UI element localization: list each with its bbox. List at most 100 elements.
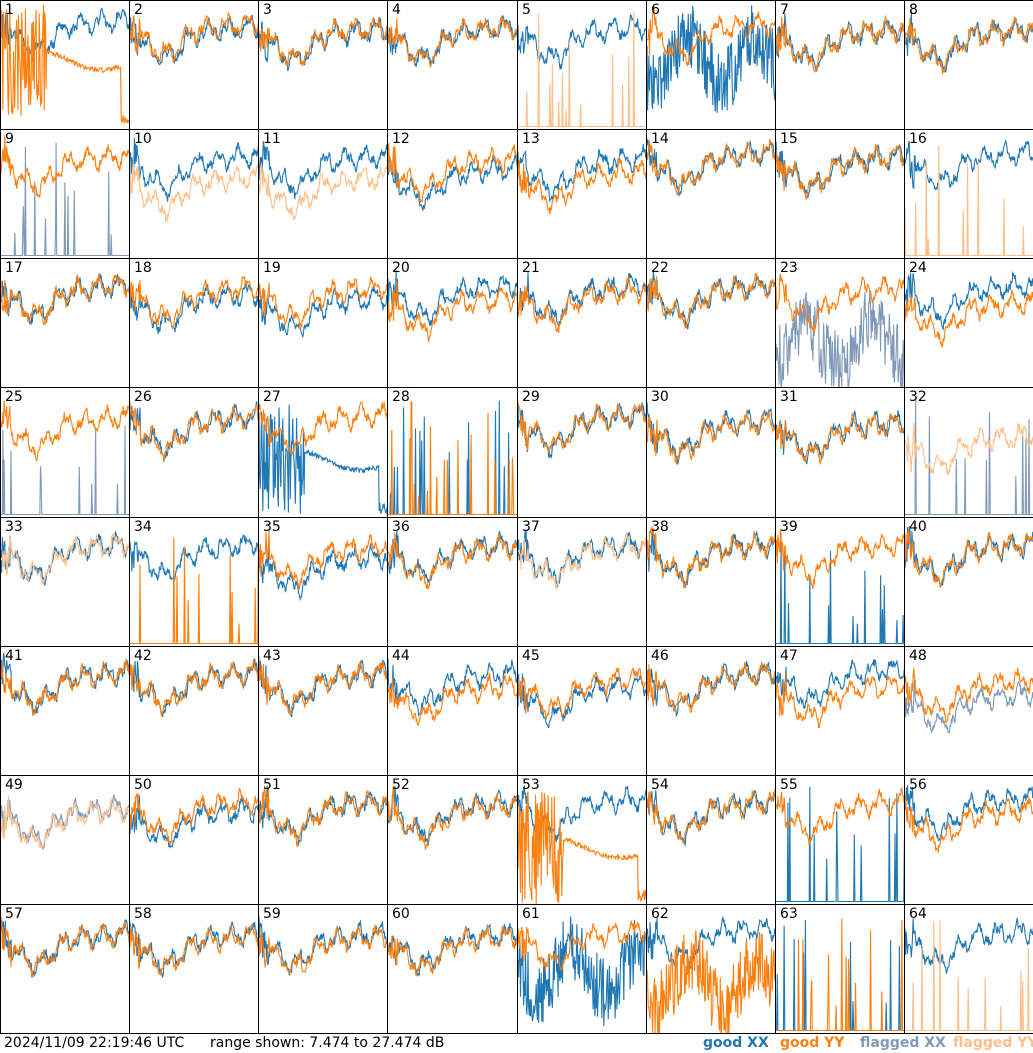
panel-8-plot <box>905 10 1033 75</box>
panel-48-plot <box>905 667 1033 734</box>
series-yy-33 <box>1 532 129 585</box>
series-xx-25 <box>1 425 129 516</box>
series-yy-50 <box>130 787 258 846</box>
series-yy-22 <box>647 272 775 330</box>
panel-27-plot <box>259 401 387 515</box>
panel-45: 45 <box>517 646 647 776</box>
panel-57-plot <box>1 917 129 979</box>
panel-label: 59 <box>263 906 281 922</box>
panel-60: 60 <box>387 904 518 1034</box>
panel-52: 52 <box>387 775 518 905</box>
panel-label: 52 <box>392 777 410 793</box>
series-yy-51 <box>259 785 387 847</box>
panel-3: 3 <box>258 0 388 130</box>
panel-label: 15 <box>780 131 798 147</box>
panel-label: 50 <box>134 777 152 793</box>
series-yy-57 <box>1 917 129 979</box>
series-xx-45 <box>518 673 646 728</box>
series-yy-6 <box>647 4 775 68</box>
legend-good-xx: good XX <box>703 1035 769 1051</box>
panel-32: 32 <box>904 387 1033 518</box>
panel-label: 40 <box>909 519 927 535</box>
series-yy-63 <box>776 918 904 1032</box>
panel-21-plot <box>518 272 646 334</box>
panel-9: 9 <box>0 129 130 259</box>
series-yy-36 <box>388 532 517 590</box>
series-xx-29 <box>518 402 646 460</box>
panel-50-plot <box>130 787 258 849</box>
panel-7-plot <box>776 13 904 73</box>
series-xx-54 <box>647 788 775 846</box>
series-yy-2 <box>130 11 258 64</box>
panel-label: 22 <box>651 260 669 276</box>
panel-2: 2 <box>129 0 259 130</box>
panel-13-plot <box>518 144 646 215</box>
panel-label: 62 <box>651 906 669 922</box>
panel-21: 21 <box>517 258 647 388</box>
panel-20-plot <box>388 270 517 343</box>
panel-17-plot <box>1 273 129 327</box>
panel-49-plot <box>1 794 129 851</box>
series-xx-39 <box>776 539 904 645</box>
panel-label: 24 <box>909 260 927 276</box>
panel-50: 50 <box>129 775 259 905</box>
panel-label: 4 <box>392 2 401 18</box>
series-yy-7 <box>776 14 904 73</box>
panel-label: 61 <box>522 906 540 922</box>
series-yy-49 <box>1 795 129 849</box>
panel-14-plot <box>647 138 775 197</box>
panel-label: 10 <box>134 131 152 147</box>
panel-35-plot <box>259 530 387 602</box>
panel-47: 47 <box>775 646 905 776</box>
series-xx-64 <box>905 917 1033 974</box>
series-yy-61 <box>518 920 646 971</box>
series-yy-59 <box>259 924 387 974</box>
panel-55-plot <box>776 786 904 903</box>
panel-label: 60 <box>392 906 410 922</box>
series-yy-17 <box>1 273 129 327</box>
panel-63-plot <box>776 918 904 1032</box>
panel-24-plot <box>905 270 1033 349</box>
panel-15: 15 <box>775 129 905 259</box>
series-yy-4 <box>388 15 517 68</box>
panel-label: 18 <box>134 260 152 276</box>
panel-22-plot <box>647 271 775 330</box>
timestamp: 2024/11/09 22:19:46 UTC <box>4 1035 185 1051</box>
footer: 2024/11/09 22:19:46 UTC range shown: 7.4… <box>0 1033 1033 1053</box>
series-yy-26 <box>130 401 258 463</box>
series-yy-58 <box>130 924 258 977</box>
panel-64-plot <box>905 917 1033 1032</box>
panel-5: 5 <box>517 0 647 130</box>
panel-48: 48 <box>904 646 1033 776</box>
series-yy-45 <box>518 666 646 721</box>
panel-11: 11 <box>258 129 388 259</box>
panel-label: 20 <box>392 260 410 276</box>
series-xx-11 <box>259 141 387 200</box>
series-xx-59 <box>259 916 387 976</box>
panel-53-plot <box>518 785 646 904</box>
series-xx-62 <box>647 915 775 970</box>
panel-8: 8 <box>904 0 1033 130</box>
panel-label: 58 <box>134 906 152 922</box>
series-xx-48 <box>905 679 1033 734</box>
panel-61: 61 <box>517 904 647 1034</box>
series-xx-63 <box>776 919 904 1032</box>
series-xx-40 <box>905 526 1033 588</box>
panel-label: 26 <box>134 389 152 405</box>
panel-label: 38 <box>651 519 669 535</box>
series-yy-44 <box>388 673 517 727</box>
panel-label: 64 <box>909 906 927 922</box>
series-yy-25 <box>1 400 129 462</box>
series-xx-35 <box>259 543 387 602</box>
panel-47-plot <box>776 658 904 729</box>
series-xx-9 <box>1 142 129 257</box>
panel-49: 49 <box>0 775 130 905</box>
panel-label: 63 <box>780 906 798 922</box>
panel-24: 24 <box>904 258 1033 388</box>
series-xx-6 <box>647 5 775 113</box>
panel-label: 5 <box>522 2 531 18</box>
panel-40: 40 <box>904 517 1033 647</box>
panel-43-plot <box>259 655 387 718</box>
series-yy-48 <box>905 667 1033 724</box>
panel-46-plot <box>647 660 775 718</box>
